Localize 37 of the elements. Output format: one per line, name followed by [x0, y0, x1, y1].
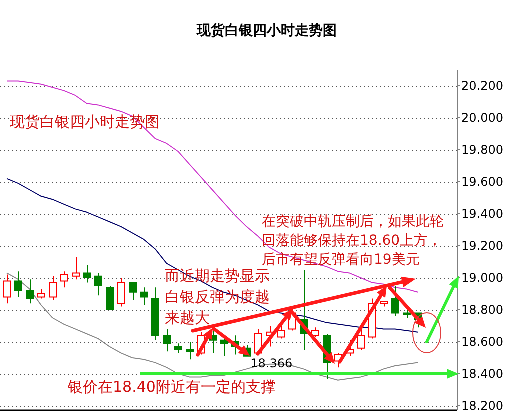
- ref-line-label: 银价在18.40附近有一定的支撑: [67, 378, 276, 396]
- candlestick: [358, 327, 366, 350]
- candlestick: [50, 276, 58, 301]
- y-tick-label: 18.600: [462, 334, 504, 349]
- y-tick-label: 19.400: [462, 206, 504, 221]
- candlestick: [106, 286, 114, 310]
- candlestick: [220, 336, 228, 357]
- candlestick: [312, 327, 320, 338]
- annotation: 18.366: [250, 356, 293, 370]
- candlestick: [14, 271, 22, 298]
- candlestick: [392, 286, 400, 317]
- candlestick: [174, 343, 182, 354]
- y-tick-label: 19.200: [462, 238, 504, 253]
- candlestick: [140, 287, 148, 306]
- candlestick: [38, 288, 46, 300]
- y-tick-label: 20.200: [462, 78, 504, 93]
- candlestick: [130, 282, 138, 301]
- y-tick-label: 20.000: [462, 110, 504, 125]
- y-tick-label: 18.200: [462, 398, 504, 413]
- candlestick: [4, 274, 12, 304]
- candlestick: [26, 279, 34, 304]
- candlestick: [380, 302, 388, 308]
- candlestick: [84, 264, 92, 284]
- candlestick: [152, 287, 160, 341]
- candlestick: [164, 328, 172, 352]
- candlestick: [60, 271, 68, 288]
- chart-title: 现货白银四小时走势图: [196, 23, 337, 39]
- candlestick: [186, 342, 194, 360]
- candlestick: [72, 256, 80, 280]
- candlestick: [94, 272, 102, 296]
- y-tick-label: 18.800: [462, 302, 504, 317]
- candlestick: [118, 278, 126, 308]
- y-tick-label: 18.400: [462, 366, 504, 381]
- y-tick-label: 19.800: [462, 142, 504, 157]
- candlestick: [404, 308, 412, 318]
- y-tick-label: 19.000: [462, 270, 504, 285]
- y-tick-label: 19.600: [462, 174, 504, 189]
